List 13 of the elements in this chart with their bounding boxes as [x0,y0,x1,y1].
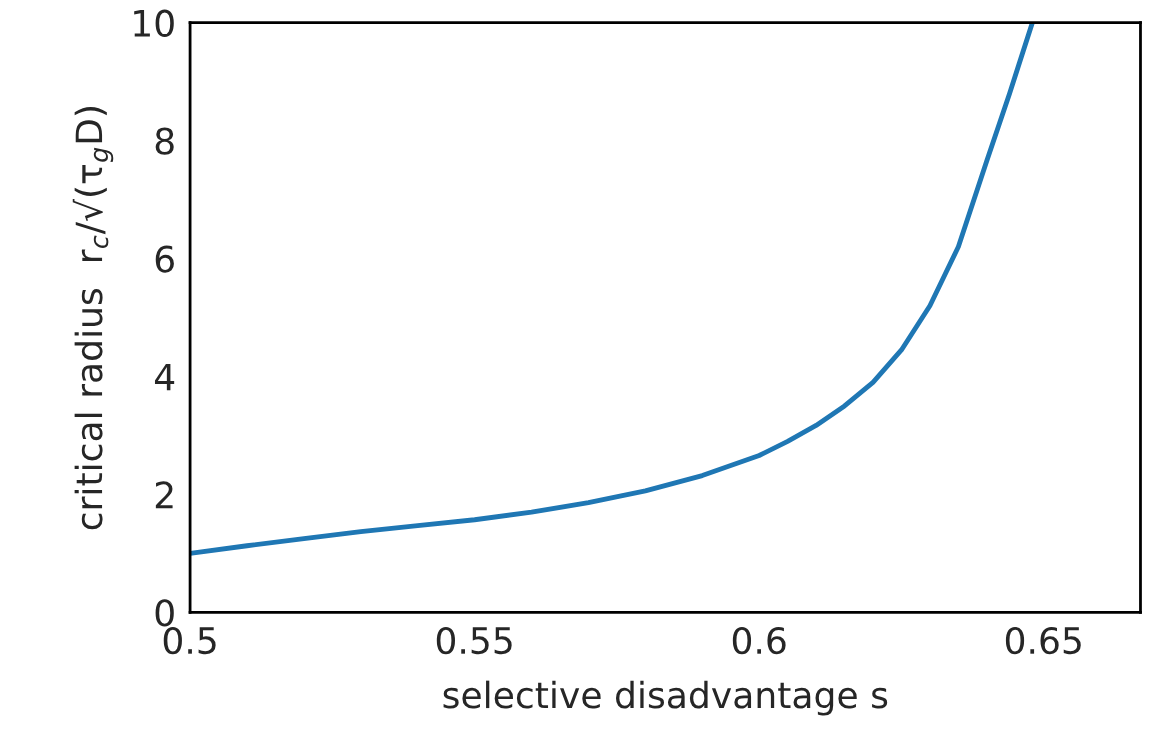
x-axis-title: selective disadvantage s [443,680,888,716]
x-tick-label: 0.55 [436,626,512,655]
y-tick-label: 10 [134,9,174,37]
x-tick-label: 0.65 [1005,626,1081,655]
y-tick-label: 8 [155,127,174,155]
line-series [190,22,1035,556]
x-tick-label: 0.5 [163,626,216,655]
y-tick-label: 0 [155,599,174,627]
y-axis-title: critical radius r$_{c}$/√(τ$_{g}$D) [72,107,114,530]
x-tick-label: 0.6 [732,626,786,655]
y-tick-label: 4 [154,363,175,391]
y-tick-label: 6 [155,245,174,273]
y-tick-label: 2 [155,481,173,509]
